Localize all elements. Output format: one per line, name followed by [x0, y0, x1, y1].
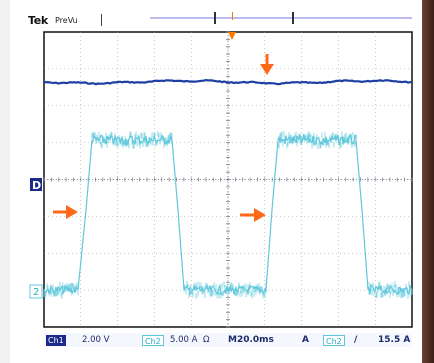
record-view-window[interactable]	[214, 12, 294, 24]
ch1-marker: D	[32, 179, 41, 192]
status-footer	[44, 333, 412, 347]
timebase: M20.0ms	[228, 335, 274, 345]
right-border	[422, 0, 434, 363]
trigger-level: 15.5 A	[378, 335, 411, 345]
record-center-tick	[232, 12, 233, 20]
left-border	[0, 0, 10, 363]
record-length-bar	[150, 17, 412, 19]
trigger-source[interactable]: Ch2	[323, 335, 345, 346]
ch1-scale: 2.00 V	[82, 335, 110, 345]
acquisition-mode: PreVu	[55, 16, 78, 25]
arrow-icon	[53, 205, 78, 219]
ch2-label[interactable]: Ch2	[142, 335, 164, 346]
ch1-marker-box[interactable]	[30, 178, 42, 191]
graticule	[43, 31, 413, 328]
status-divider	[101, 14, 102, 26]
trigger-slope-icon: ∕	[354, 335, 358, 345]
ch2-marker-box[interactable]	[29, 284, 43, 299]
ch1-waveform	[43, 78, 412, 86]
arrow-icon	[260, 54, 274, 75]
trigger-mode: A	[302, 335, 309, 345]
ch2-scale: 5.00 A	[170, 335, 198, 345]
brand-logo: Tek	[28, 14, 48, 27]
ch2-impedance-note: Ω	[203, 335, 210, 345]
ch1-label[interactable]: Ch1	[46, 335, 66, 346]
ch2-noise-band	[43, 131, 413, 299]
trigger-position-icon[interactable]	[228, 32, 236, 40]
ch2-marker: 2	[33, 287, 39, 298]
arrow-icon	[240, 208, 266, 222]
